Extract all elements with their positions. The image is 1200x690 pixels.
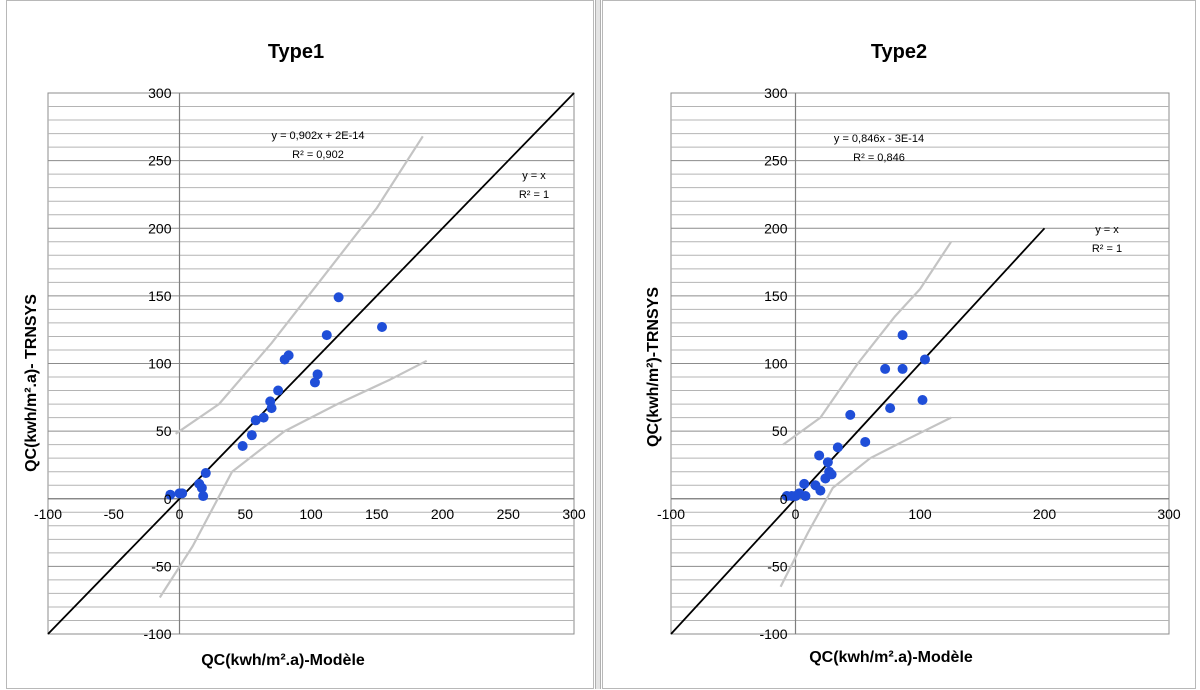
data-point	[897, 330, 908, 341]
data-points	[781, 330, 930, 502]
data-point	[250, 415, 261, 426]
identity-equation: y = x	[1095, 224, 1119, 236]
x-axis-label: QC(kwh/m².a)-Modèle	[201, 652, 365, 669]
x-tick-label: 150	[365, 506, 389, 522]
data-point	[200, 468, 211, 479]
data-point	[198, 491, 209, 502]
trend-equation: y = 0,902x + 2E-14	[272, 130, 365, 142]
x-axis-label: QC(kwh/m².a)-Modèle	[809, 649, 973, 666]
y-tick-label: 300	[764, 85, 788, 101]
y-tick-label: 100	[148, 356, 172, 372]
confidence-curve	[782, 241, 953, 446]
x-tick-label: 100	[299, 506, 323, 522]
data-point	[312, 369, 323, 380]
y-tick-label: 50	[156, 423, 172, 439]
data-point	[246, 430, 257, 441]
identity-line	[670, 227, 1046, 635]
y-tick-label: 250	[764, 153, 788, 169]
x-tick-label: 100	[908, 506, 932, 522]
data-point	[177, 488, 188, 499]
x-tick-label: 0	[792, 506, 800, 522]
x-tick-label: -50	[104, 506, 124, 522]
data-point	[165, 489, 176, 500]
data-point	[919, 354, 930, 365]
x-tick-label: -100	[657, 506, 685, 522]
trend-r-squared: R² = 0,902	[292, 149, 344, 161]
y-tick-label: 150	[764, 288, 788, 304]
y-tick-label: 200	[764, 220, 788, 236]
data-point	[237, 441, 248, 452]
y-tick-label: 250	[148, 153, 172, 169]
x-tick-label: 300	[1157, 506, 1181, 522]
data-point	[273, 385, 284, 396]
tick-labels: -100 -50 0 50 100 150 200 250 300 -100 -50 0 50 100 15…	[34, 85, 586, 642]
data-point	[897, 363, 908, 374]
y-tick-label: 0	[780, 491, 788, 507]
series-lines	[47, 92, 575, 635]
x-tick-label: 50	[237, 506, 253, 522]
trend-r-squared: R² = 0,846	[853, 152, 905, 164]
chart-panel-type2: -100 -50 0 50 100 150 200 250 300 -100 0 100 200 300 …	[602, 0, 1196, 689]
x-tick-label: -100	[34, 506, 62, 522]
confidence-curve	[174, 135, 424, 435]
y-tick-label: -50	[767, 558, 787, 574]
x-tick-label: 250	[497, 506, 521, 522]
data-point	[917, 395, 928, 406]
data-point	[196, 482, 207, 493]
data-point	[799, 478, 810, 489]
data-point	[880, 363, 891, 374]
data-point	[258, 412, 269, 423]
confidence-curve	[779, 416, 952, 588]
confidence-curve	[158, 359, 428, 599]
x-tick-label: 200	[431, 506, 455, 522]
y-tick-label: -50	[151, 558, 171, 574]
data-point	[283, 350, 294, 361]
grid-lines	[670, 92, 1170, 635]
data-point	[377, 321, 388, 332]
axes	[671, 93, 1169, 634]
chart-title: Type2	[871, 41, 927, 63]
y-tick-label: 100	[764, 356, 788, 372]
data-point	[800, 491, 811, 502]
identity-equation: y = x	[522, 170, 546, 182]
data-point	[321, 330, 332, 341]
panel-separator	[595, 0, 601, 689]
trend-equation: y = 0,846x - 3E-14	[834, 133, 924, 145]
tick-labels: -100 -50 0 50 100 150 200 250 300 -100 0 100 200 300	[657, 85, 1181, 642]
data-point	[333, 292, 344, 303]
y-tick-label: -100	[759, 626, 787, 642]
y-axis-label: QC(kwh/m².a)- TRNSYS	[23, 294, 40, 472]
identity-line	[47, 92, 575, 635]
y-tick-label: 300	[148, 85, 172, 101]
x-tick-label: 300	[562, 506, 586, 522]
axes	[48, 93, 574, 634]
data-point	[814, 450, 825, 461]
chart-type1: -100 -50 0 50 100 150 200 250 300 -100 -50 0 50 100 15…	[23, 41, 586, 669]
data-points	[165, 292, 388, 502]
data-point	[815, 485, 826, 496]
identity-r-squared: R² = 1	[519, 189, 549, 201]
chart-title: Type1	[268, 41, 324, 63]
data-point	[309, 377, 320, 388]
identity-r-squared: R² = 1	[1092, 243, 1122, 255]
data-point	[826, 469, 837, 480]
data-point	[860, 436, 871, 447]
data-point	[832, 442, 843, 453]
y-axis-label: QC(kwh/m²)-TRNSYS	[645, 287, 662, 447]
data-point	[266, 403, 277, 414]
data-point	[845, 409, 856, 420]
grid-lines	[47, 92, 575, 635]
y-tick-label: 150	[148, 288, 172, 304]
y-tick-label: 0	[164, 491, 172, 507]
chart-panel-type1: -100 -50 0 50 100 150 200 250 300 -100 -50 0 50 100 15…	[6, 0, 594, 689]
data-point	[822, 457, 833, 468]
x-tick-label: 200	[1033, 506, 1057, 522]
y-tick-label: -100	[143, 626, 171, 642]
series-lines	[670, 227, 1046, 635]
y-tick-label: 50	[772, 423, 788, 439]
x-tick-label: 0	[176, 506, 184, 522]
data-point	[885, 403, 896, 414]
y-tick-label: 200	[148, 220, 172, 236]
